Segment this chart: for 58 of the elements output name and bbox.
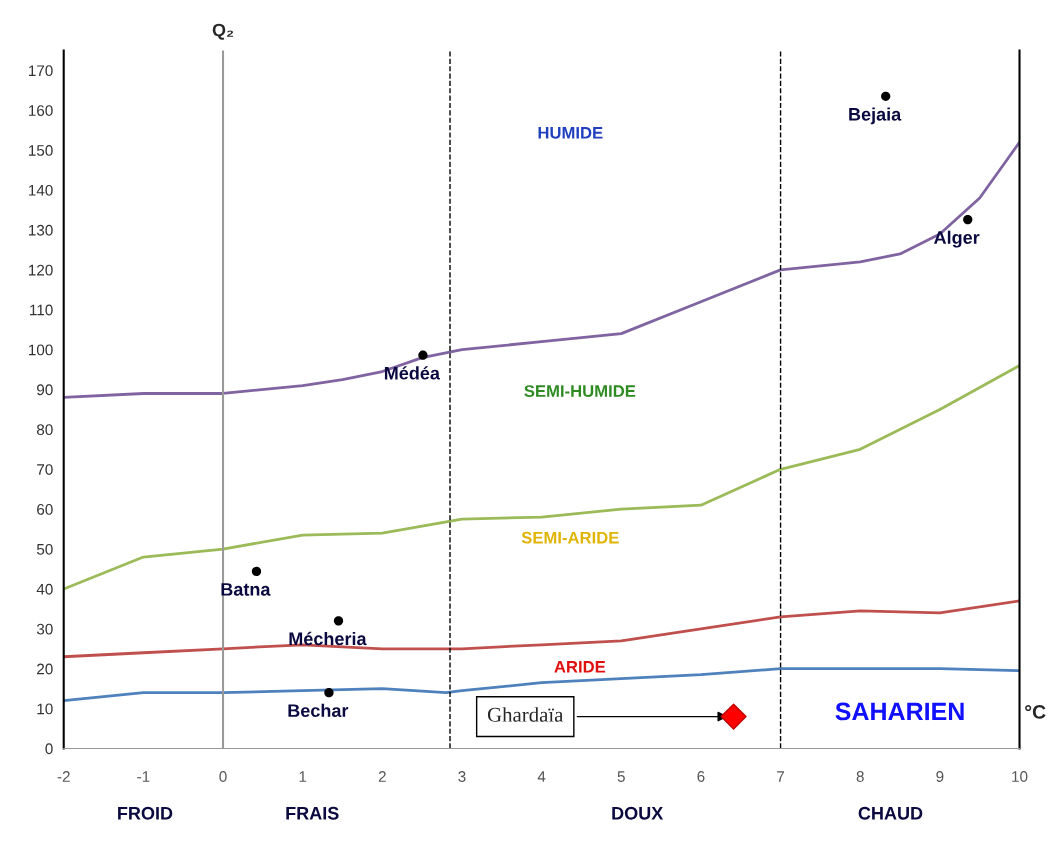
x-tick-label: -1 bbox=[137, 771, 150, 782]
y-tick-label: 50 bbox=[36, 543, 53, 555]
annotation: Alger bbox=[934, 230, 980, 248]
y-tick-label: 110 bbox=[30, 304, 53, 316]
point bbox=[963, 214, 973, 225]
annotation: Ghardaïa bbox=[487, 707, 564, 722]
x-tick-label: 0 bbox=[219, 771, 227, 782]
x-tick-label: 1 bbox=[299, 771, 307, 782]
annotation: SEMI-ARIDE bbox=[521, 531, 619, 544]
line-series bbox=[63, 599, 1020, 659]
line-series bbox=[63, 140, 1020, 399]
point bbox=[881, 91, 891, 101]
annotation: SEMI-HUMIDE bbox=[524, 385, 636, 397]
annotation: Bechar bbox=[288, 703, 349, 718]
x-tick-label: 3 bbox=[458, 771, 466, 782]
y-tick-label: 130 bbox=[28, 224, 53, 236]
y-tick-label: 80 bbox=[36, 424, 53, 436]
y-tick-label: 10 bbox=[37, 703, 53, 715]
x-tick-label: 2 bbox=[378, 771, 386, 782]
x-tick-label: 5 bbox=[617, 771, 625, 782]
annotation: SAHARIEN bbox=[835, 702, 964, 721]
y-tick-label: 0 bbox=[45, 743, 53, 755]
y-axis-title: Q₂ bbox=[212, 23, 234, 40]
x-tick-label: -2 bbox=[57, 771, 70, 782]
y-tick-label: 140 bbox=[28, 184, 53, 196]
text: FRAIS bbox=[286, 806, 339, 820]
y-tick-label: 40 bbox=[36, 583, 53, 595]
annotation: Bejaia bbox=[849, 107, 902, 125]
y-tick-label: 160 bbox=[28, 105, 53, 116]
y-tick-label: 100 bbox=[28, 344, 53, 356]
y-tick-label: 60 bbox=[37, 504, 53, 515]
y-tick-label: 20 bbox=[37, 663, 53, 675]
x-axis-title: °C bbox=[1025, 705, 1046, 719]
y-tick-label: 120 bbox=[28, 264, 53, 276]
annotation: HUMIDE bbox=[538, 127, 603, 139]
text: FROID bbox=[118, 806, 173, 820]
point bbox=[418, 350, 428, 360]
point bbox=[324, 687, 334, 698]
y-tick-label: 30 bbox=[36, 623, 53, 635]
y-tick-label: 150 bbox=[28, 145, 53, 156]
y-tick-label: 70 bbox=[37, 464, 53, 475]
x-tick-label: 9 bbox=[936, 771, 944, 782]
annotation: ARIDE bbox=[554, 661, 606, 673]
x-tick-label: 6 bbox=[697, 771, 705, 782]
x-tick-label: 10 bbox=[1012, 771, 1028, 782]
x-tick-label: 7 bbox=[777, 771, 785, 782]
x-tick-label: 4 bbox=[537, 771, 546, 782]
text: CHAUD bbox=[858, 806, 923, 820]
text: DOUX bbox=[612, 806, 664, 820]
annotation: Mécheria bbox=[289, 631, 367, 646]
y-tick-label: 90 bbox=[37, 384, 53, 396]
x-tick-label: 8 bbox=[856, 771, 864, 782]
annotation: Batna bbox=[221, 583, 271, 596]
point bbox=[720, 703, 747, 730]
annotation: Médéa bbox=[384, 366, 441, 380]
point bbox=[333, 616, 344, 626]
point bbox=[251, 566, 262, 577]
y-tick-label: 170 bbox=[28, 65, 53, 77]
